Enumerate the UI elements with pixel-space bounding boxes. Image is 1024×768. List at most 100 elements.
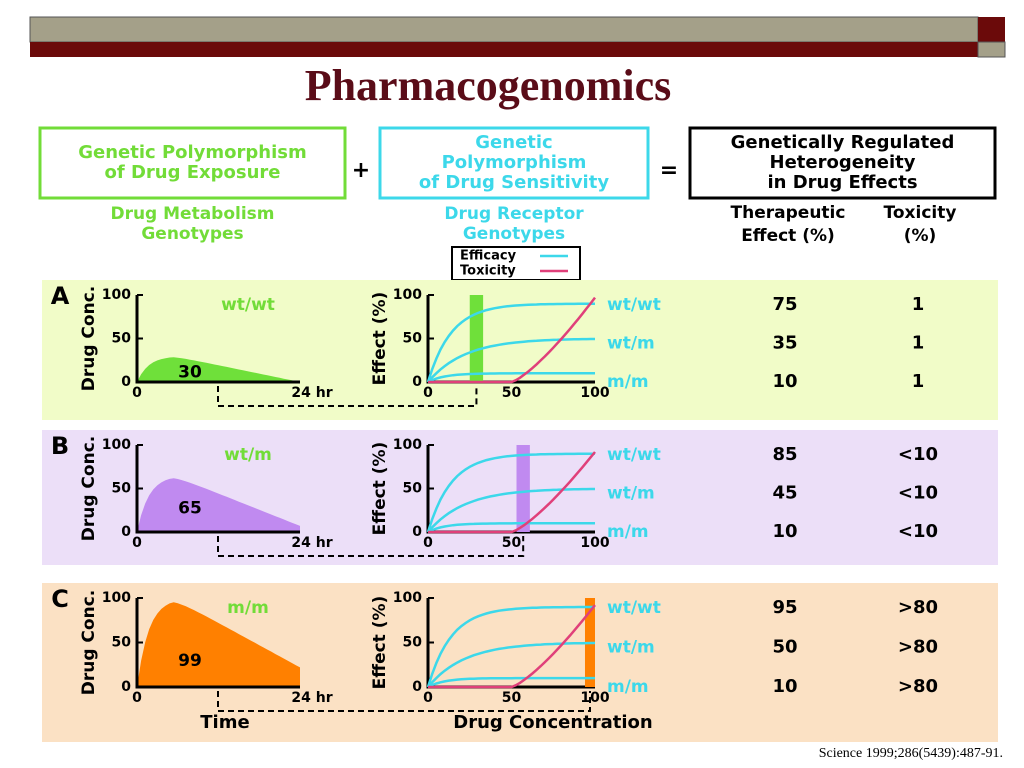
concentration-bar (469, 295, 484, 382)
box-label: Genetic (475, 132, 552, 153)
slide-title: Pharmacogenomics (305, 61, 672, 110)
box-label: of Drug Sensitivity (419, 172, 609, 193)
y-axis-label: Effect (%) (370, 442, 390, 536)
x-tick-label: 0 (132, 385, 142, 401)
x-tick-label: 100 (580, 535, 609, 551)
row-genotype: wt/wt (607, 445, 661, 465)
result-header: (%) (904, 226, 937, 246)
box-sublabel: Drug Receptor (444, 204, 584, 224)
panel-letter: C (51, 585, 69, 613)
x-tick-label: 0 (423, 690, 433, 706)
result-header: Toxicity (884, 203, 957, 223)
panel-bg (42, 280, 998, 420)
y-tick-label: 0 (121, 374, 131, 390)
y-tick-label: 50 (403, 481, 423, 497)
effect-value: 95 (772, 597, 797, 618)
panel-letter: A (51, 282, 70, 310)
connector (217, 536, 525, 557)
x-tick-label: 24 hr (291, 535, 332, 551)
effect-value: 10 (772, 676, 797, 697)
y-tick-label: 0 (412, 679, 422, 695)
toxicity-value: >80 (898, 637, 938, 658)
effect-value: 85 (772, 444, 797, 465)
panel-genotype: wt/m (224, 445, 272, 465)
y-axis-label: Drug Conc. (79, 286, 99, 391)
x-tick-label: 0 (423, 385, 433, 401)
x-tick-label: 24 hr (291, 690, 332, 706)
operator: + (352, 158, 370, 183)
box-label: Genetically Regulated (731, 132, 955, 153)
connector (217, 386, 478, 407)
y-tick-label: 100 (102, 437, 131, 453)
effect-value: 10 (772, 521, 797, 542)
toxicity-value: <10 (898, 444, 938, 465)
box-sublabel: Genotypes (141, 224, 243, 244)
toxicity-curve (428, 451, 596, 534)
y-tick-label: 100 (102, 590, 131, 606)
connector (217, 691, 591, 712)
efficacy-curve (427, 641, 595, 688)
x-tick-label: 24 hr (291, 385, 332, 401)
row-genotype: wt/wt (607, 295, 661, 315)
effect-value: 35 (772, 333, 797, 354)
efficacy-curve (427, 372, 595, 384)
auc-label: 65 (178, 499, 202, 519)
row-genotype: wt/m (607, 638, 655, 658)
efficacy-curve (426, 605, 595, 688)
concentration-area (137, 357, 300, 382)
effect-value: 50 (772, 637, 797, 658)
y-axis-label: Drug Conc. (79, 436, 99, 541)
y-axis-label: Effect (%) (370, 292, 390, 386)
y-tick-label: 0 (121, 524, 131, 540)
toxicity-value: 1 (912, 333, 925, 354)
x-tick-label: 100 (580, 690, 609, 706)
operator: = (660, 158, 678, 183)
y-tick-label: 0 (412, 524, 422, 540)
concentration-bar (516, 445, 530, 532)
result-header: Effect (%) (741, 226, 835, 246)
legend-box (451, 246, 581, 281)
auc-label: 30 (178, 362, 202, 382)
x-tick-label: 0 (423, 535, 433, 551)
y-tick-label: 50 (403, 331, 423, 347)
y-tick-label: 100 (102, 287, 131, 303)
toxicity-curve (428, 296, 596, 384)
row-genotype: wt/m (607, 334, 655, 354)
row-genotype: m/m (607, 677, 649, 697)
box-label: of Drug Exposure (104, 162, 280, 183)
x-axis-label: Drug Concentration (453, 712, 652, 733)
panel-genotype: m/m (227, 598, 269, 618)
effect-value: 10 (772, 371, 797, 392)
equation-box (38, 126, 347, 200)
y-tick-label: 50 (112, 331, 132, 347)
y-tick-label: 100 (393, 590, 422, 606)
y-tick-label: 0 (412, 374, 422, 390)
y-tick-label: 50 (403, 635, 423, 651)
panel-genotype: wt/wt (221, 295, 275, 315)
row-genotype: m/m (607, 372, 649, 392)
x-tick-label: 0 (132, 535, 142, 551)
y-tick-label: 50 (112, 481, 132, 497)
y-tick-label: 100 (393, 287, 422, 303)
toxicity-value: >80 (898, 597, 938, 618)
x-tick-label: 100 (580, 385, 609, 401)
box-label: Heterogeneity (770, 152, 916, 173)
auc-label: 99 (178, 651, 202, 671)
top-band (29, 16, 979, 43)
corner-square (977, 41, 1006, 58)
equation-box (378, 126, 650, 200)
toxicity-value: <10 (898, 483, 938, 504)
x-tick-label: 50 (502, 385, 522, 401)
equation-box (688, 126, 997, 200)
legend-label: Toxicity (460, 264, 516, 279)
y-tick-label: 100 (393, 437, 422, 453)
citation: Science 1999;286(5439):487-91. (819, 746, 1003, 761)
y-tick-label: 0 (121, 679, 131, 695)
legend-label: Efficacy (460, 249, 517, 264)
panel-letter: B (51, 432, 69, 460)
toxicity-value: 1 (912, 371, 925, 392)
corner-square (978, 17, 1005, 42)
efficacy-curve (426, 452, 595, 533)
y-axis-label: Effect (%) (370, 596, 390, 690)
